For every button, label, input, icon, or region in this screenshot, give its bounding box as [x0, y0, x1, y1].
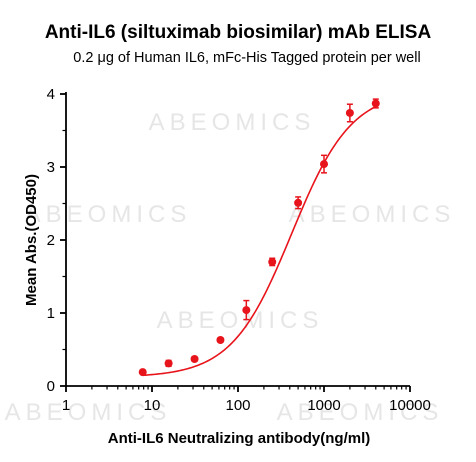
data-point	[216, 336, 225, 345]
data-point	[320, 160, 328, 169]
y-tick-label: 3	[47, 159, 55, 176]
data-point	[164, 359, 173, 368]
y-tick-label: 2	[47, 232, 55, 249]
fit-curve	[142, 105, 377, 377]
x-tick-label: 10	[144, 397, 161, 414]
y-tick-label: 0	[47, 378, 55, 395]
chart-title: Anti-IL6 (siltuximab biosimilar) mAb ELI…	[45, 22, 432, 43]
data-point	[371, 99, 380, 108]
watermark: ABEOMICS	[157, 307, 324, 334]
data-point	[345, 108, 354, 117]
data-point	[294, 198, 303, 207]
watermark: ABEOMICS	[5, 399, 172, 426]
y-axis-ticks: 0 1 2 3 4	[47, 86, 66, 395]
x-axis-label: Anti-IL6 Neutralizing antibody(ng/ml)	[108, 430, 371, 447]
x-axis-ticks: 1 10 100 1000 10000	[62, 386, 431, 414]
data-point	[242, 306, 251, 315]
fit-curve-group	[142, 105, 377, 377]
x-tick-label: 100	[225, 397, 250, 414]
y-tick-label: 1	[47, 305, 55, 322]
data-points	[138, 98, 380, 377]
x-tick-label: 1000	[307, 397, 340, 414]
x-tick-label: 1	[62, 397, 70, 414]
data-point	[138, 368, 147, 377]
watermark: ABEOMICS	[289, 201, 456, 228]
chart-subtitle: 0.2 μg of Human IL6, mFc-His Tagged prot…	[73, 50, 420, 66]
y-tick-label: 4	[47, 86, 55, 103]
watermark: ABEOMICS	[149, 109, 316, 136]
axes	[65, 92, 410, 387]
watermark: ABEOMICS	[25, 201, 192, 228]
y-axis-label: Mean Abs.(OD450)	[23, 174, 40, 306]
watermark: ABEOMICS	[277, 399, 444, 426]
watermarks: ABEOMICS ABEOMICS ABEOMICS ABEOMICS ABEO…	[5, 109, 456, 426]
x-tick-label: 10000	[389, 397, 431, 414]
data-point	[190, 354, 199, 363]
data-point	[268, 257, 277, 266]
